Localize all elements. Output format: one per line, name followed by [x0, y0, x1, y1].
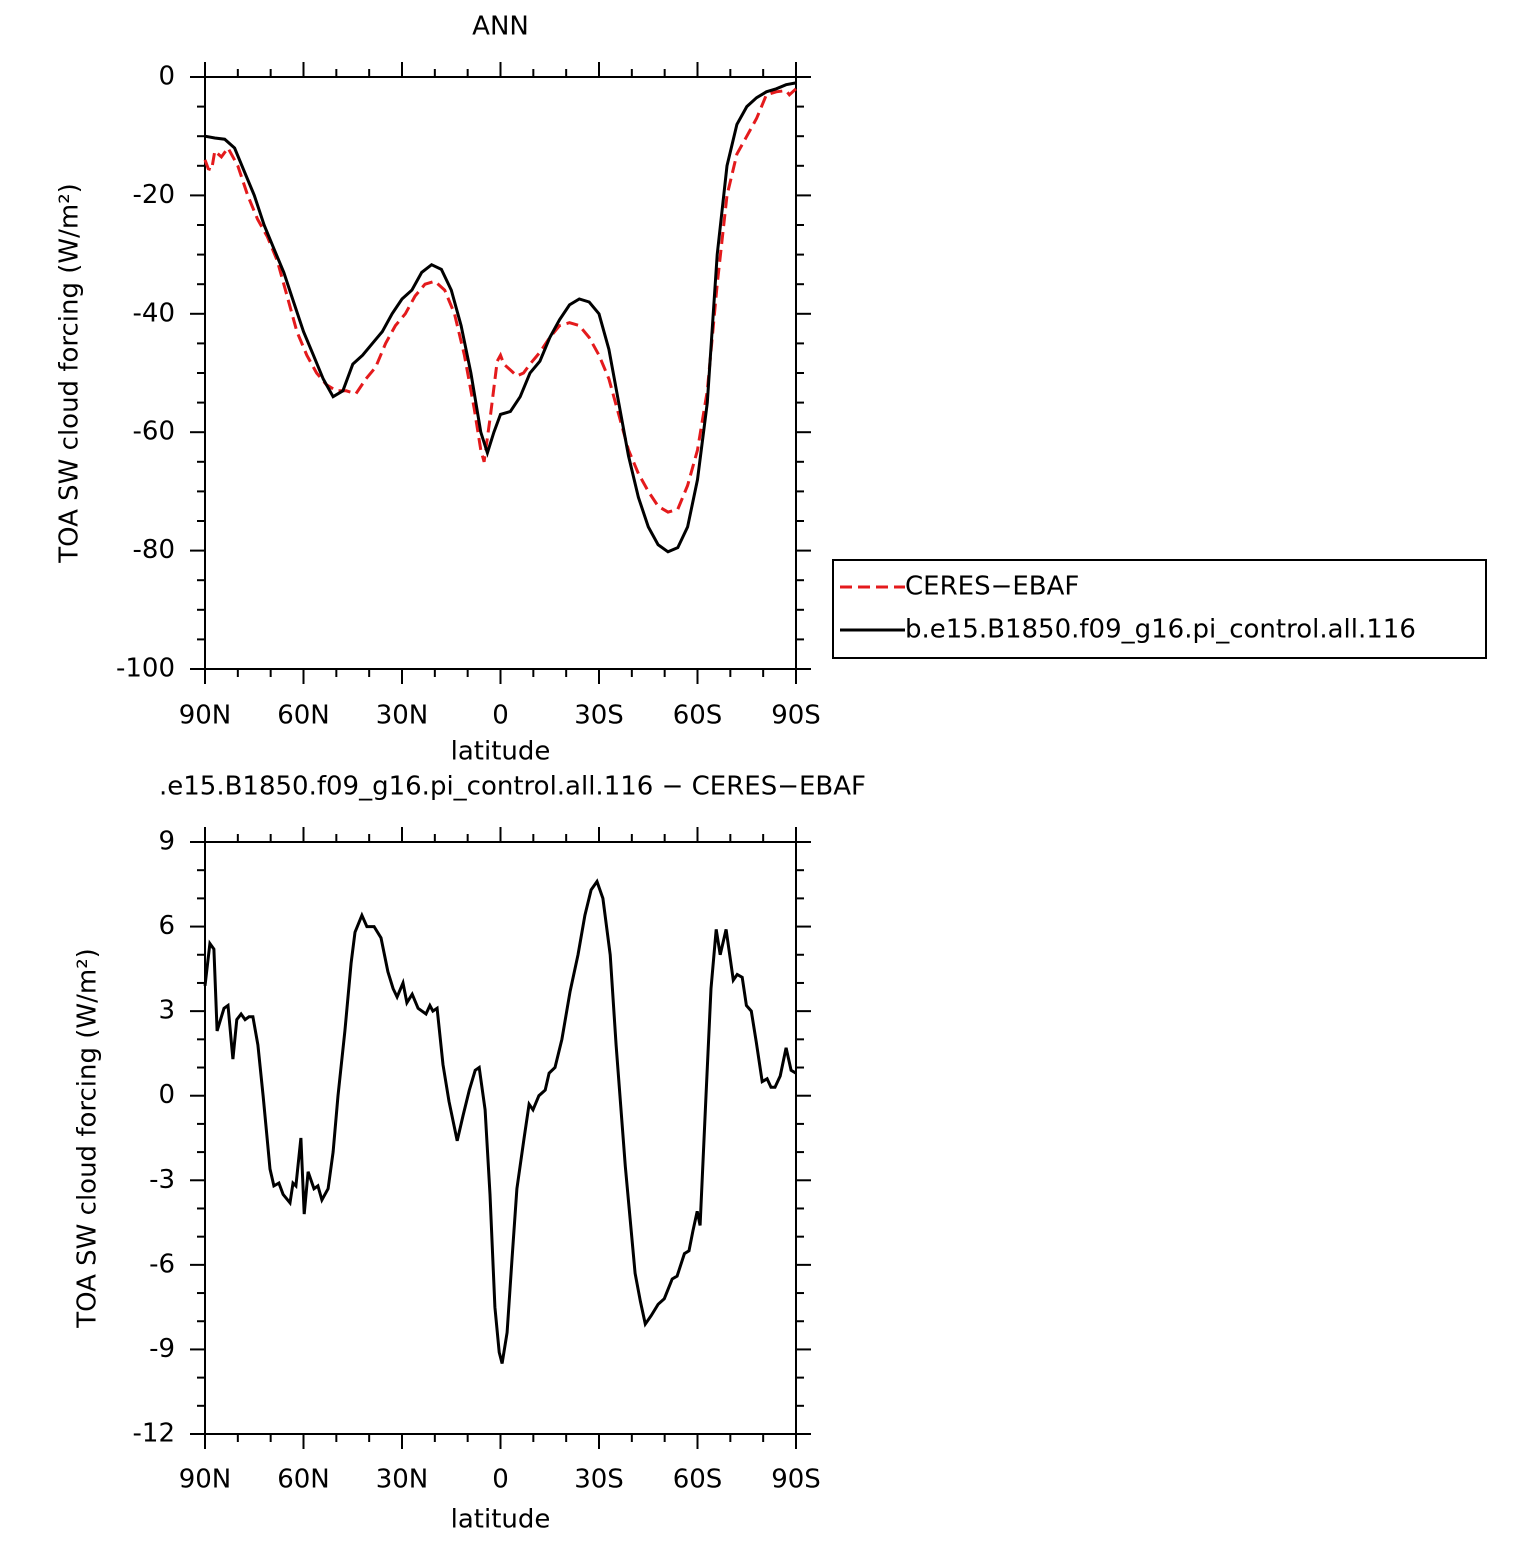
chart-title: .e15.B1850.f09_g16.pi_control.all.116 − …: [159, 772, 866, 802]
x-tick-label: 0: [492, 701, 509, 731]
x-tick-label: 30N: [376, 1465, 429, 1495]
plot-frame: [204, 76, 797, 670]
y-tick-label: -80: [133, 535, 175, 565]
x-tick-label: 90S: [771, 701, 821, 731]
x-tick-label: 60S: [673, 1465, 723, 1495]
y-tick-label: -12: [133, 1419, 175, 1449]
x-tick-label: 90S: [771, 1465, 821, 1495]
x-tick-label: 30S: [574, 701, 624, 731]
legend-box: [832, 559, 1487, 659]
data-line: [203, 878, 797, 1364]
x-tick-label: 30N: [376, 701, 429, 731]
chart-title: ANN: [472, 12, 529, 42]
y-tick-label: 0: [158, 1080, 175, 1110]
y-tick-label: -20: [133, 180, 175, 210]
plot-frame: [204, 841, 797, 1435]
y-tick-label: -9: [149, 1334, 175, 1364]
y-tick-label: 6: [158, 911, 175, 941]
y-tick-label: -6: [149, 1249, 175, 1279]
x-tick-label: 60N: [277, 701, 330, 731]
legend-label: CERES−EBAF: [905, 572, 1079, 602]
y-tick-label: -60: [133, 417, 175, 447]
y-tick-label: 9: [158, 827, 175, 857]
y-tick-label: -40: [133, 298, 175, 328]
x-tick-label: 30S: [574, 1465, 624, 1495]
y-tick-label: 3: [158, 996, 175, 1026]
y-tick-label: -100: [116, 654, 175, 684]
y-axis-label: TOA SW cloud forcing (W/m²): [55, 183, 85, 564]
x-axis-label: latitude: [451, 1505, 551, 1535]
data-line: [203, 87, 798, 514]
y-tick-label: 0: [158, 62, 175, 92]
legend-label: b.e15.B1850.f09_g16.pi_control.all.116: [905, 615, 1416, 645]
x-tick-label: 0: [492, 1465, 509, 1495]
x-tick-label: 60S: [673, 701, 723, 731]
y-axis-label: TOA SW cloud forcing (W/m²): [73, 948, 103, 1329]
y-tick-label: -3: [149, 1165, 175, 1195]
data-line: [204, 81, 797, 554]
x-tick-label: 60N: [277, 1465, 330, 1495]
x-tick-label: 90N: [179, 1465, 232, 1495]
x-tick-label: 90N: [179, 701, 232, 731]
x-axis-label: latitude: [451, 737, 551, 767]
